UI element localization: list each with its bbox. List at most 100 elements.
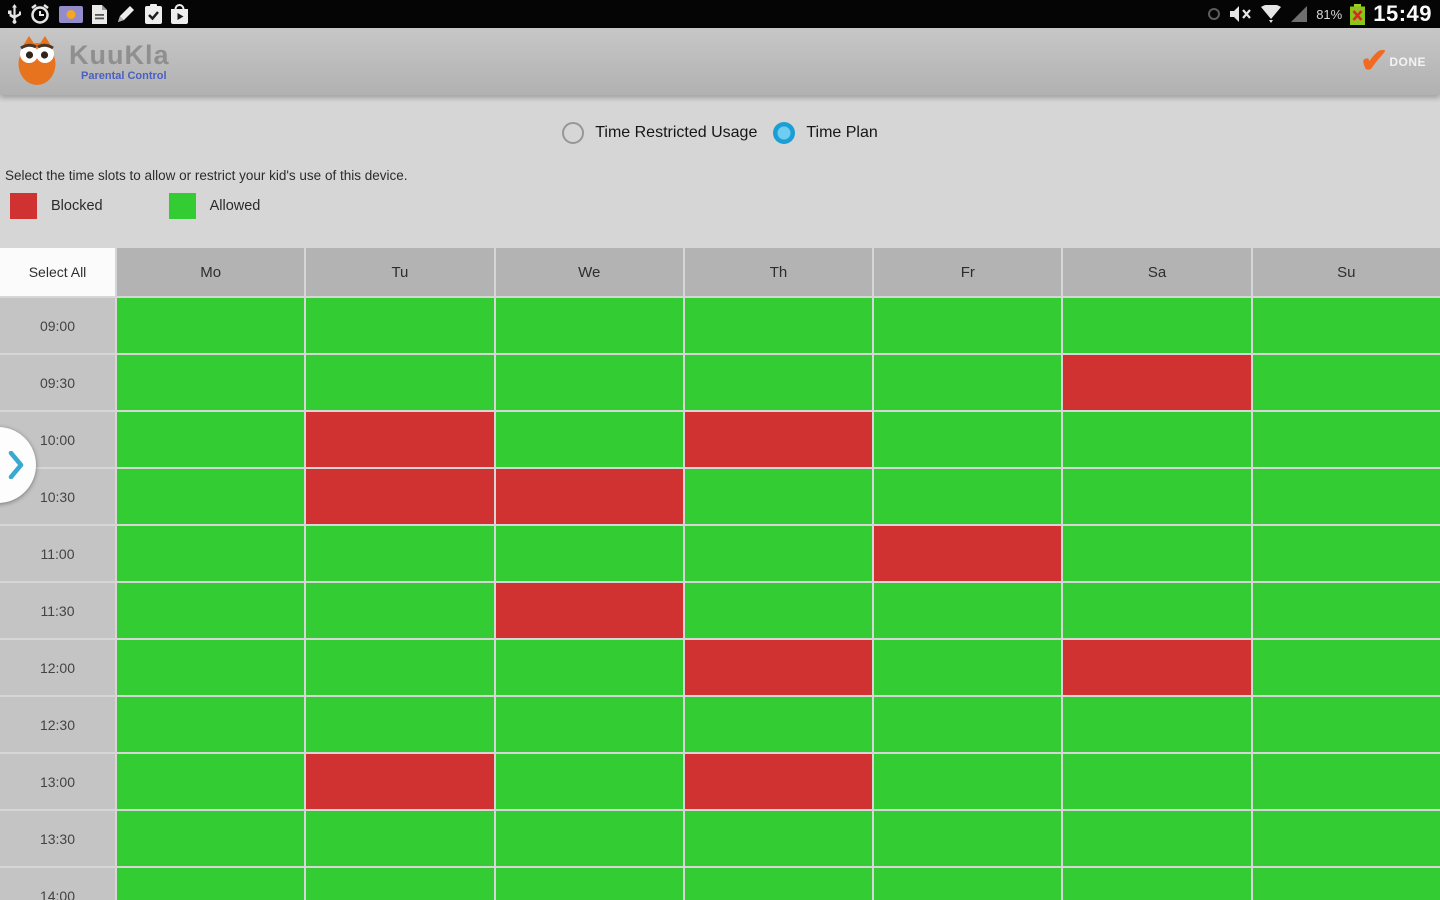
- slot-sa-0900[interactable]: [1063, 298, 1251, 353]
- slot-su-1000[interactable]: [1252, 412, 1440, 467]
- slot-th-1000[interactable]: [684, 412, 873, 467]
- slot-tu-1330[interactable]: [306, 811, 494, 866]
- slot-su-1130[interactable]: [1252, 583, 1440, 638]
- slot-mo-1000[interactable]: [117, 412, 305, 467]
- slot-su-1230[interactable]: [1252, 697, 1440, 752]
- slot-su-0900[interactable]: [1252, 298, 1440, 353]
- slot-tu-1100[interactable]: [306, 526, 494, 581]
- slot-sa-1230[interactable]: [1063, 697, 1251, 752]
- slot-we-1000[interactable]: [495, 412, 683, 467]
- slot-fr-1200[interactable]: [874, 640, 1062, 695]
- time-label-1300[interactable]: 13:00: [0, 754, 115, 809]
- slot-we-1400[interactable]: [495, 868, 683, 900]
- slot-th-1100[interactable]: [684, 526, 873, 581]
- slot-th-1400[interactable]: [684, 868, 873, 900]
- slot-sa-1100[interactable]: [1063, 526, 1251, 581]
- slot-we-1030[interactable]: [495, 469, 683, 524]
- day-header-su[interactable]: Su: [1252, 248, 1440, 296]
- slot-mo-0930[interactable]: [117, 355, 305, 410]
- slot-we-1200[interactable]: [495, 640, 683, 695]
- slot-we-1330[interactable]: [495, 811, 683, 866]
- slot-we-1230[interactable]: [495, 697, 683, 752]
- slot-su-1300[interactable]: [1252, 754, 1440, 809]
- slot-su-0930[interactable]: [1252, 355, 1440, 410]
- slot-su-1400[interactable]: [1252, 868, 1440, 900]
- time-label-1200[interactable]: 12:00: [0, 640, 115, 695]
- time-label-1230[interactable]: 12:30: [0, 697, 115, 752]
- slot-tu-1230[interactable]: [306, 697, 494, 752]
- slot-sa-1330[interactable]: [1063, 811, 1251, 866]
- slot-fr-1330[interactable]: [874, 811, 1062, 866]
- slot-tu-1030[interactable]: [306, 469, 494, 524]
- slot-sa-0930[interactable]: [1063, 355, 1251, 410]
- time-label-1130[interactable]: 11:30: [0, 583, 115, 638]
- radio-unselected-icon[interactable]: [562, 121, 585, 144]
- radio-time-restricted-usage[interactable]: Time Restricted Usage: [562, 121, 757, 144]
- slot-fr-1030[interactable]: [874, 469, 1062, 524]
- slot-we-1100[interactable]: [495, 526, 683, 581]
- slot-su-1330[interactable]: [1252, 811, 1440, 866]
- slot-tu-1000[interactable]: [306, 412, 494, 467]
- slot-tu-1200[interactable]: [306, 640, 494, 695]
- slot-fr-0930[interactable]: [874, 355, 1062, 410]
- slot-mo-1400[interactable]: [117, 868, 305, 900]
- time-label-1330[interactable]: 13:30: [0, 811, 115, 866]
- slot-mo-1130[interactable]: [117, 583, 305, 638]
- select-all-button[interactable]: Select All: [0, 248, 115, 296]
- slot-mo-1100[interactable]: [117, 526, 305, 581]
- slot-th-1230[interactable]: [684, 697, 873, 752]
- slot-tu-1300[interactable]: [306, 754, 494, 809]
- slot-fr-1000[interactable]: [874, 412, 1062, 467]
- time-label-0900[interactable]: 09:00: [0, 298, 115, 353]
- slot-th-0930[interactable]: [684, 355, 873, 410]
- radio-selected-icon[interactable]: [773, 121, 796, 144]
- slot-th-0900[interactable]: [684, 298, 873, 353]
- slot-tu-0900[interactable]: [306, 298, 494, 353]
- slot-th-1330[interactable]: [684, 811, 873, 866]
- slot-tu-1130[interactable]: [306, 583, 494, 638]
- slot-we-0900[interactable]: [495, 298, 683, 353]
- slot-mo-0900[interactable]: [117, 298, 305, 353]
- slot-th-1030[interactable]: [684, 469, 873, 524]
- time-label-1100[interactable]: 11:00: [0, 526, 115, 581]
- radio-time-plan[interactable]: Time Plan: [773, 121, 878, 144]
- slot-sa-1400[interactable]: [1063, 868, 1251, 900]
- slot-th-1200[interactable]: [684, 640, 873, 695]
- time-label-0930[interactable]: 09:30: [0, 355, 115, 410]
- slot-we-0930[interactable]: [495, 355, 683, 410]
- day-header-th[interactable]: Th: [684, 248, 873, 296]
- slot-fr-1100[interactable]: [874, 526, 1062, 581]
- slot-th-1130[interactable]: [684, 583, 873, 638]
- slot-th-1300[interactable]: [684, 754, 873, 809]
- slot-mo-1200[interactable]: [117, 640, 305, 695]
- slot-mo-1330[interactable]: [117, 811, 305, 866]
- day-header-we[interactable]: We: [495, 248, 683, 296]
- slot-fr-1400[interactable]: [874, 868, 1062, 900]
- slot-tu-0930[interactable]: [306, 355, 494, 410]
- slot-fr-0900[interactable]: [874, 298, 1062, 353]
- slot-su-1030[interactable]: [1252, 469, 1440, 524]
- slot-fr-1130[interactable]: [874, 583, 1062, 638]
- slot-su-1200[interactable]: [1252, 640, 1440, 695]
- slot-sa-1030[interactable]: [1063, 469, 1251, 524]
- slot-mo-1030[interactable]: [117, 469, 305, 524]
- slot-sa-1200[interactable]: [1063, 640, 1251, 695]
- slot-tu-1400[interactable]: [306, 868, 494, 900]
- slot-sa-1000[interactable]: [1063, 412, 1251, 467]
- slot-mo-1230[interactable]: [117, 697, 305, 752]
- slot-su-1100[interactable]: [1252, 526, 1440, 581]
- slot-sa-1300[interactable]: [1063, 754, 1251, 809]
- slot-we-1300[interactable]: [495, 754, 683, 809]
- slot-fr-1300[interactable]: [874, 754, 1062, 809]
- day-header-tu[interactable]: Tu: [306, 248, 494, 296]
- done-button[interactable]: ✔ DONE: [1360, 44, 1426, 78]
- slot-mo-1300[interactable]: [117, 754, 305, 809]
- day-header-sa[interactable]: Sa: [1063, 248, 1251, 296]
- time-label-1400[interactable]: 14:00: [0, 868, 115, 900]
- day-header-fr[interactable]: Fr: [874, 248, 1062, 296]
- slot-fr-1230[interactable]: [874, 697, 1062, 752]
- day-header-mo[interactable]: Mo: [117, 248, 305, 296]
- slot-sa-1130[interactable]: [1063, 583, 1251, 638]
- slot-we-1130[interactable]: [495, 583, 683, 638]
- legend: Blocked Allowed: [10, 193, 1440, 219]
